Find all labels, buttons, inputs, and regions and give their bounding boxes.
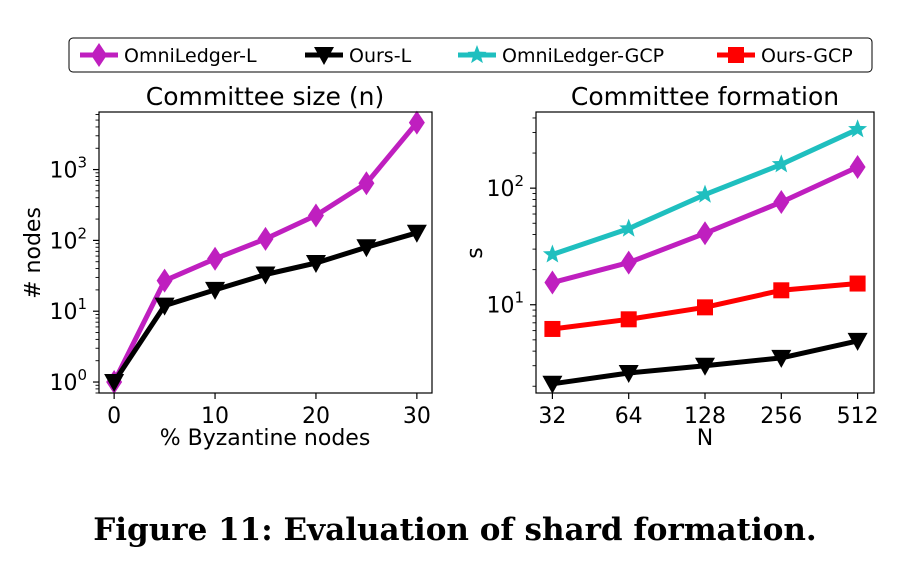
series-ours-gcp [544,275,866,337]
series-ours-l [542,332,868,394]
y-tick-label: 100 [49,366,87,396]
figure: OmniLedger-L Ours-L OmniLedger-GCP Ours-GCP… [21,37,879,451]
x-tick-label: 256 [760,404,802,429]
data-point [358,171,375,196]
x-tick-label: 64 [615,404,643,429]
y-tick-label: 102 [49,224,87,254]
data-point [697,221,713,246]
legend-marker [728,47,744,63]
chart-title: Committee size (n) [146,82,385,111]
chart-committee-formation: Committee formation 32 64 128 256 512101102 … [463,82,879,451]
x-tick-label: 30 [403,404,431,429]
legend-marker [314,47,334,65]
series-line [111,121,419,384]
data-point [620,250,637,275]
y-tick-label: 101 [486,289,524,319]
chart-committee-size: Committee size (n) 0 10 20 30 100 101 102 103 %… [21,82,433,451]
series-omniledger-gcp [542,119,868,263]
legend-label: OmniLedger-GCP [502,45,664,67]
data-point [697,299,713,316]
series-omniledger-l [106,110,425,395]
data-point [849,154,866,179]
series-line [112,230,418,384]
data-point [205,281,226,300]
x-tick-label: 32 [538,404,566,429]
x-tick-label: 128 [684,404,726,429]
data-point [305,254,326,273]
legend-marker [91,43,107,67]
data-point [207,246,224,271]
data-point [542,244,562,263]
chart-title: Committee formation [571,82,839,111]
data-point [156,268,173,293]
data-point [848,119,868,138]
legend: OmniLedger-L Ours-L OmniLedger-GCP Ours-GCP [68,37,873,73]
data-point [849,275,866,292]
series-omniledger-l [544,154,866,295]
x-tick-label: 512 [837,404,879,429]
data-point [773,282,790,299]
x-tick-label: 20 [302,404,330,429]
y-tick-label: 101 [49,295,87,325]
data-point [773,190,790,215]
data-point [695,184,715,203]
data-point [771,154,791,173]
y-tick-label: 103 [49,154,87,184]
data-point [356,239,377,258]
data-point [542,375,563,394]
data-point [847,332,868,351]
y-axis-label: s [463,247,488,258]
legend-item: Ours-L [305,45,412,67]
data-point [544,270,561,295]
figure-caption: Figure 11: Evaluation of shard formation… [93,512,817,548]
legend-label: OmniLedger-L [124,45,257,67]
data-point [255,266,276,285]
data-point [257,226,274,251]
x-axis-label: % Byzantine nodes [160,426,371,451]
x-axis-label: N [697,426,713,451]
data-point [619,218,639,237]
data-point [620,311,637,328]
series-ours-l [104,224,427,393]
x-tick-label: 10 [201,404,229,429]
data-point [406,224,427,243]
data-point [771,349,792,368]
x-tick-label: 0 [107,404,121,429]
data-point [544,320,561,337]
data-point [408,110,425,135]
legend-label: Ours-GCP [761,45,853,67]
plot-frame [98,111,433,394]
y-tick-label: 102 [486,172,524,202]
data-point [695,357,715,376]
data-point [104,374,125,393]
legend-label: Ours-L [349,45,412,67]
legend-marker [467,45,487,64]
legend-item: OmniLedger-GCP [458,45,664,67]
legend-item: OmniLedger-L [80,43,257,67]
data-point [154,297,175,316]
y-axis-label: # nodes [21,207,46,299]
data-point [618,364,639,383]
data-point [307,203,324,228]
legend-item: Ours-GCP [717,45,853,67]
